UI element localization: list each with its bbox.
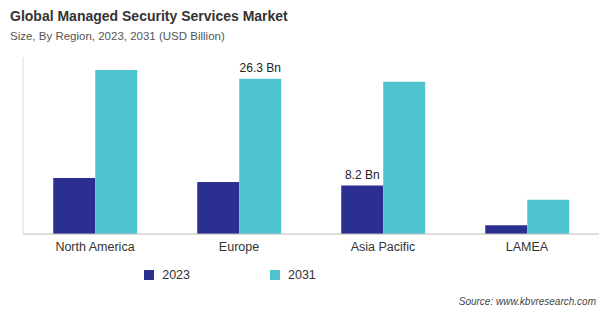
svg-text:North America: North America — [55, 240, 134, 254]
svg-text:Asia Pacific: Asia Pacific — [351, 240, 416, 254]
html-text:Source: www.kbvresearch.com: Source: www.kbvresearch.com — [458, 296, 596, 307]
svg-text:Europe: Europe — [219, 240, 259, 254]
svg-text:LAMEA: LAMEA — [506, 240, 549, 254]
html-text:2031: 2031 — [288, 268, 316, 282]
html-text:Global Managed Security Servic: Global Managed Security Services Market — [10, 8, 288, 24]
html-text:Size, By Region, 2023, 2031 (U: Size, By Region, 2023, 2031 (USD Billion… — [10, 30, 225, 42]
html-text:2023: 2023 — [162, 268, 190, 282]
svg-text:8.2 Bn: 8.2 Bn — [345, 168, 380, 182]
svg-text:26.3 Bn: 26.3 Bn — [240, 61, 281, 75]
